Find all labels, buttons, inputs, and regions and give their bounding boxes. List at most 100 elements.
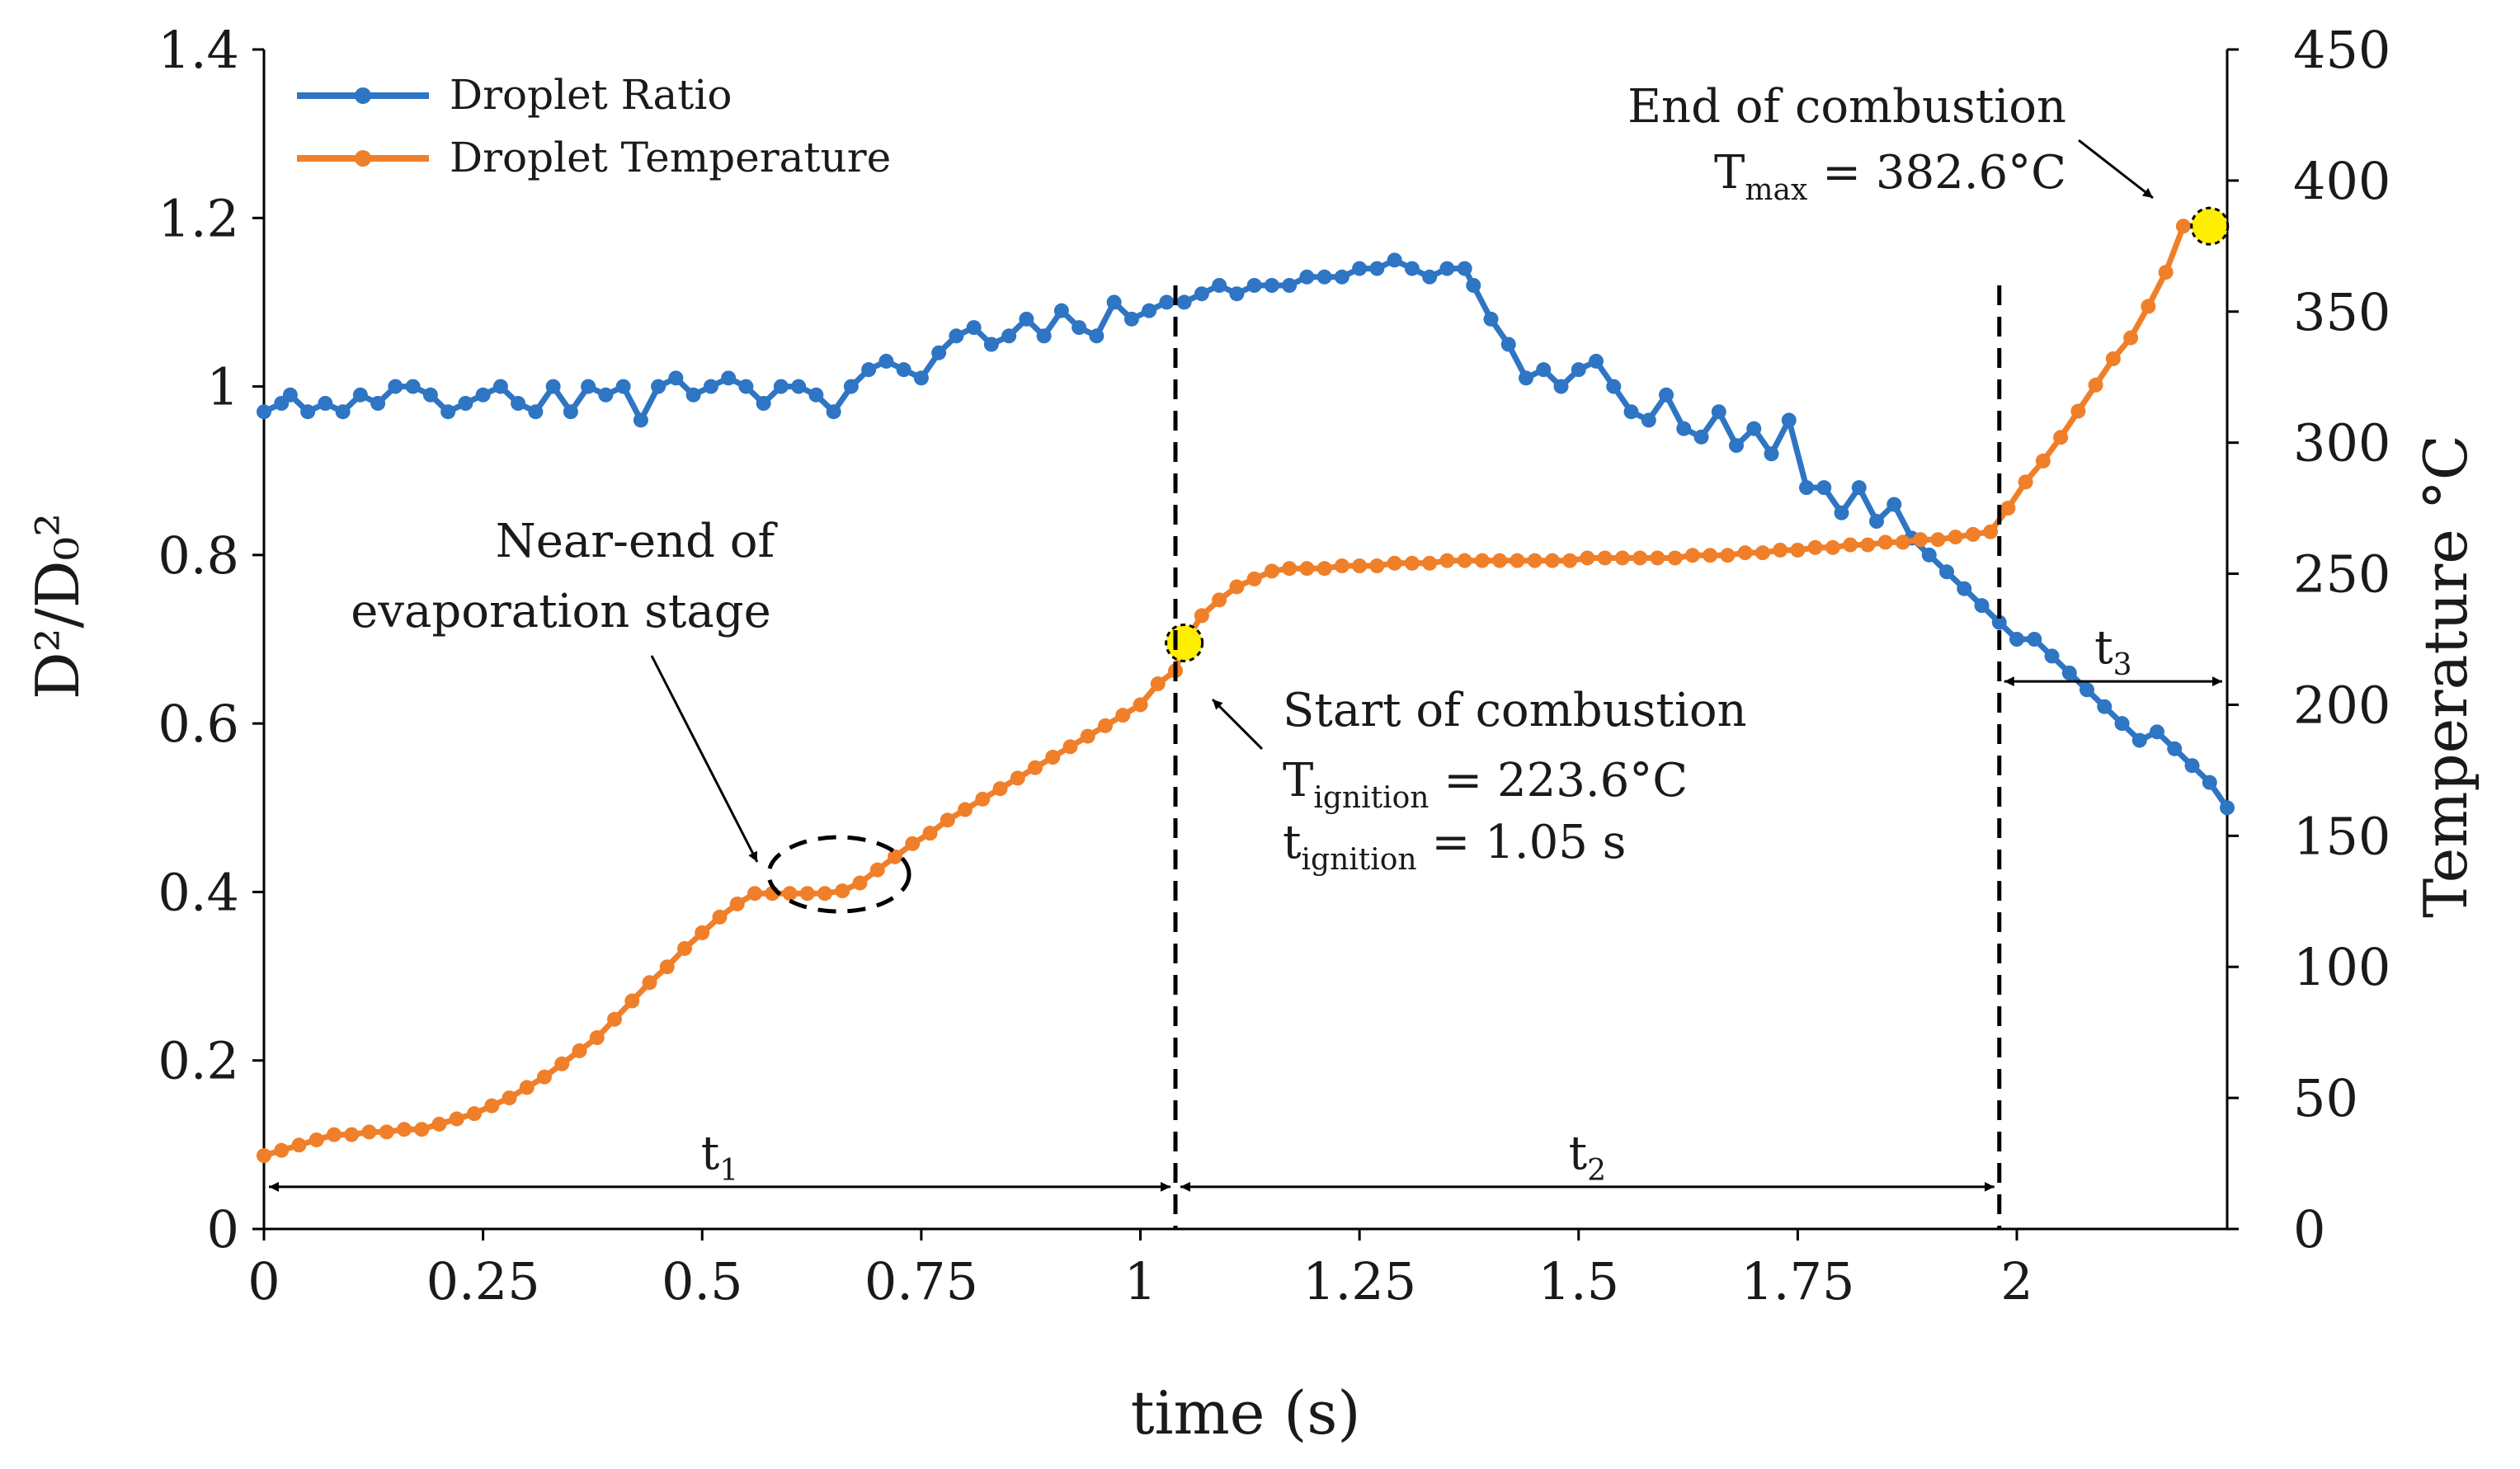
near-end-ellipse [766,835,911,914]
data-point [2009,632,2024,647]
data-point [1089,328,1105,344]
data-point [1580,550,1595,566]
data-point [1404,555,1420,571]
data-point [2105,351,2121,366]
y2-tick-label: 300 [2293,413,2390,473]
legend-marker-ratio [355,87,371,104]
data-point [677,940,692,956]
data-point [2088,377,2103,393]
data-point [1957,581,1972,596]
data-point [958,802,973,817]
data-point [1246,571,1262,586]
near-end-line2: evaporation stage [351,585,771,638]
annotation-near-end: Near-end of evaporation stage [351,515,911,914]
data-point [449,1111,464,1127]
data-point [1684,548,1700,563]
data-point [913,370,929,386]
data-point [949,328,964,344]
data-point [1439,261,1455,276]
data-point [782,886,798,902]
data-point [1790,542,1806,558]
x-tick-label: 1.25 [1302,1251,1416,1311]
end-temp-sub: max [1745,173,1807,207]
data-point [756,396,771,411]
data-point [642,975,657,991]
data-point [554,1056,570,1071]
data-point [685,387,701,403]
data-point [1387,555,1402,571]
data-point [835,883,850,899]
end-arrow [2078,139,2154,200]
data-point [1010,770,1025,786]
data-point [975,791,991,807]
data-point [1422,269,1438,285]
data-point [1123,311,1139,327]
data-point [1991,614,2007,630]
data-point [422,387,438,403]
data-point [1264,563,1279,579]
data-point [2184,758,2200,774]
x-axis-title: time (s) [1131,1378,1361,1448]
start-title: Start of combustion [1283,684,1747,737]
data-point [1194,286,1209,302]
data-point [1492,553,1508,568]
y-tick-label: 0.8 [158,525,239,586]
y2-tick-label: 450 [2293,20,2390,80]
data-point [2000,501,2016,516]
axes-layer: 0 0.25 0.5 0.75 1 1.25 1.5 1.75 2 0 0.2 0.4 0.6 0.8 1 1… [158,20,2390,1311]
data-point [1921,547,1937,563]
data-point [1194,608,1209,624]
start-time-symbol: t [1283,816,1302,869]
data-point [1045,750,1061,765]
data-point [1510,553,1525,568]
data-point [922,826,938,841]
data-point [1264,278,1279,293]
x-tick-label: 0.5 [662,1251,743,1311]
y-tick-label: 1.4 [158,20,239,80]
data-point [397,1122,412,1137]
start-arrow [1211,698,1264,751]
data-point [1142,303,1157,318]
data-point [1632,550,1648,566]
y2-tick-label: 250 [2293,544,2390,605]
data-point [581,379,596,394]
data-point [1334,269,1349,285]
highlight-point-ignition [1165,623,1204,662]
legend-label-ratio: Droplet Ratio [450,71,732,119]
start-temp-value: = 223.6°C [1429,754,1688,807]
data-point [300,404,316,420]
data-point [1028,760,1043,775]
data-point [2080,682,2094,698]
data-point [1457,261,1472,276]
data-point [826,404,841,420]
data-point [1299,561,1315,577]
x-tick-label: 0.25 [426,1251,540,1311]
start-time-sub: ignition [1302,843,1417,877]
data-point [905,836,921,851]
data-point [2150,724,2164,740]
data-point [318,396,333,411]
x-tick-label: 1.5 [1538,1251,1619,1311]
data-point [1352,558,1368,574]
data-point [1597,550,1613,566]
data-point [1369,558,1385,574]
data-point [388,379,403,394]
near-end-arrow [650,655,759,863]
data-point [659,959,675,975]
data-point [1825,539,1840,555]
x-tick-label: 2 [2000,1251,2032,1311]
data-point [2202,775,2217,790]
data-point [1001,328,1017,344]
data-point [817,886,832,902]
data-point [1939,564,1954,580]
data-point [624,993,640,1009]
data-point [1974,598,1990,614]
data-point [370,396,386,411]
data-point [1589,353,1604,369]
data-point [1536,362,1552,378]
data-point [1781,412,1797,428]
y-tick-label: 0.2 [158,1031,239,1091]
y2-tick-label: 400 [2293,151,2390,211]
data-point [1317,561,1332,577]
data-point [721,370,737,386]
